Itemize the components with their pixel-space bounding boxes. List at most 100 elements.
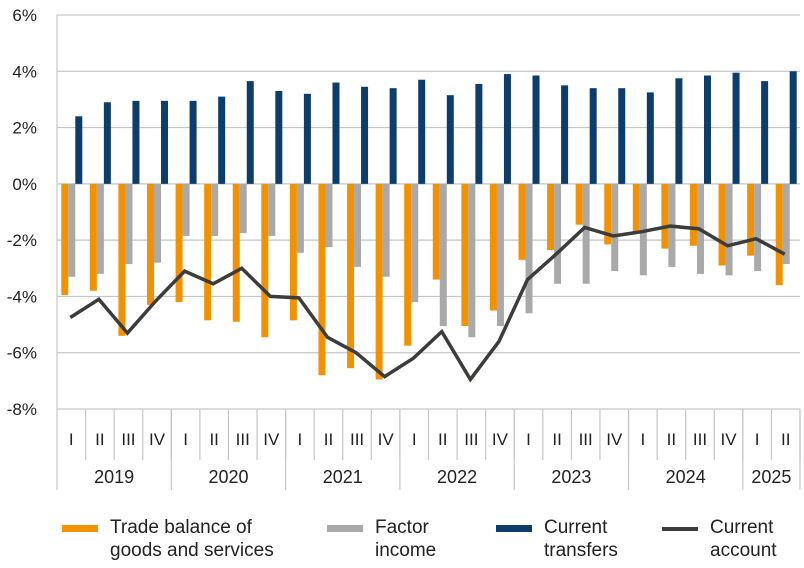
x-tick-label: IV xyxy=(606,430,623,449)
x-tick-label: I xyxy=(755,430,760,449)
bar-current-transfers xyxy=(761,81,769,184)
legend: Trade balance of goods and services Facto… xyxy=(0,516,804,568)
bar-factor-income xyxy=(754,183,762,272)
bar-factor-income xyxy=(268,183,276,236)
x-tick-label: II xyxy=(438,430,447,449)
x-tick-label: II xyxy=(95,430,104,449)
chart-svg: 6%4%2%0%-2%-4%-6%-8%I II III IV I II III IV I II I… xyxy=(7,6,801,490)
legend-swatch-factor xyxy=(327,525,363,532)
bar-current-transfers xyxy=(303,93,311,184)
bar-trade-balance-of-goods-and-services xyxy=(747,183,755,256)
x-tick-label: II xyxy=(781,430,790,449)
bar-current-transfers xyxy=(589,88,597,184)
x-tick-label: IV xyxy=(721,430,738,449)
bar-trade-balance-of-goods-and-services xyxy=(461,183,469,326)
bar-factor-income xyxy=(68,183,76,277)
year-label: 2024 xyxy=(666,467,706,487)
legend-label: Current xyxy=(544,517,608,538)
bar-trade-balance-of-goods-and-services xyxy=(89,183,97,291)
x-tick-label: I xyxy=(183,430,188,449)
bar-factor-income xyxy=(554,183,562,284)
bar-factor-income xyxy=(96,183,104,274)
x-tick-label: IV xyxy=(492,430,509,449)
x-tick-label: I xyxy=(69,430,74,449)
legend-label: goods and services xyxy=(110,540,274,561)
bar-current-transfers xyxy=(561,85,569,184)
bar-trade-balance-of-goods-and-services xyxy=(261,183,269,338)
bar-trade-balance-of-goods-and-services xyxy=(347,183,355,369)
bar-current-transfers xyxy=(275,90,283,184)
legend-swatch-trade xyxy=(62,525,98,532)
bar-factor-income xyxy=(239,183,247,234)
year-label: 2023 xyxy=(551,467,591,487)
year-label: 2019 xyxy=(94,467,134,487)
x-tick-label: II xyxy=(552,430,561,449)
year-label: 2022 xyxy=(437,467,477,487)
y-tick-label: 2% xyxy=(12,119,37,138)
bar-factor-income xyxy=(468,183,476,338)
x-tick-label: III xyxy=(693,430,707,449)
x-tick-label: I xyxy=(298,430,303,449)
bar-trade-balance-of-goods-and-services xyxy=(518,183,526,260)
bar-trade-balance-of-goods-and-services xyxy=(575,183,583,225)
x-tick-label: II xyxy=(209,430,218,449)
legend-label: account xyxy=(710,540,777,561)
bar-current-transfers xyxy=(646,92,654,184)
x-tick-label: IV xyxy=(149,430,166,449)
bar-current-transfers xyxy=(189,100,197,184)
x-tick-label: I xyxy=(412,430,417,449)
year-label: 2021 xyxy=(323,467,363,487)
bar-factor-income xyxy=(211,183,219,236)
y-tick-label: -6% xyxy=(7,344,37,363)
bar-trade-balance-of-goods-and-services xyxy=(61,183,69,296)
bar-trade-balance-of-goods-and-services xyxy=(718,183,726,266)
bar-factor-income xyxy=(154,183,162,263)
bar-factor-income xyxy=(525,183,533,314)
bar-trade-balance-of-goods-and-services xyxy=(689,183,697,246)
bar-trade-balance-of-goods-and-services xyxy=(118,183,126,336)
y-tick-label: -2% xyxy=(7,231,37,250)
bar-current-transfers xyxy=(675,78,683,184)
bar-factor-income xyxy=(125,183,133,265)
bar-trade-balance-of-goods-and-services xyxy=(775,183,783,286)
bar-trade-balance-of-goods-and-services xyxy=(375,183,383,380)
bar-current-transfers xyxy=(103,102,111,184)
bar-trade-balance-of-goods-and-services xyxy=(404,183,412,346)
legend-factor-income: Factor income xyxy=(327,516,436,562)
x-tick-label: IV xyxy=(263,430,280,449)
x-tick-label: III xyxy=(350,430,364,449)
bar-current-transfers xyxy=(418,79,426,184)
legend-current-transfers: Current transfers xyxy=(496,516,618,562)
legend-label: Factor xyxy=(375,517,429,538)
bar-current-transfers xyxy=(218,96,226,184)
legend-swatch-account xyxy=(662,527,698,531)
x-tick-label: II xyxy=(324,430,333,449)
bar-current-transfers xyxy=(246,81,254,184)
legend-label: Trade balance of xyxy=(110,517,252,538)
bar-current-transfers xyxy=(446,95,454,184)
x-tick-label: III xyxy=(236,430,250,449)
bar-trade-balance-of-goods-and-services xyxy=(432,183,440,280)
x-tick-label: III xyxy=(579,430,593,449)
x-tick-label: II xyxy=(667,430,676,449)
legend-current-account: Current account xyxy=(662,516,777,562)
y-tick-label: 6% xyxy=(12,6,37,25)
bar-factor-income xyxy=(782,183,790,265)
bar-current-transfers xyxy=(703,75,711,184)
bar-trade-balance-of-goods-and-services xyxy=(204,183,212,321)
legend-trade-balance: Trade balance of goods and services xyxy=(62,516,274,562)
bar-trade-balance-of-goods-and-services xyxy=(661,183,669,249)
x-tick-label: IV xyxy=(378,430,395,449)
y-tick-label: -4% xyxy=(7,287,37,306)
x-tick-label: III xyxy=(464,430,478,449)
bar-trade-balance-of-goods-and-services xyxy=(604,183,612,245)
bar-factor-income xyxy=(725,183,733,276)
bar-factor-income xyxy=(354,183,362,267)
bar-factor-income xyxy=(611,183,619,272)
legend-label: Current xyxy=(710,517,774,538)
bar-factor-income xyxy=(296,183,304,253)
bar-trade-balance-of-goods-and-services xyxy=(175,183,183,303)
legend-label: transfers xyxy=(544,540,618,561)
bar-current-transfers xyxy=(132,100,140,184)
x-tick-label: I xyxy=(640,430,645,449)
